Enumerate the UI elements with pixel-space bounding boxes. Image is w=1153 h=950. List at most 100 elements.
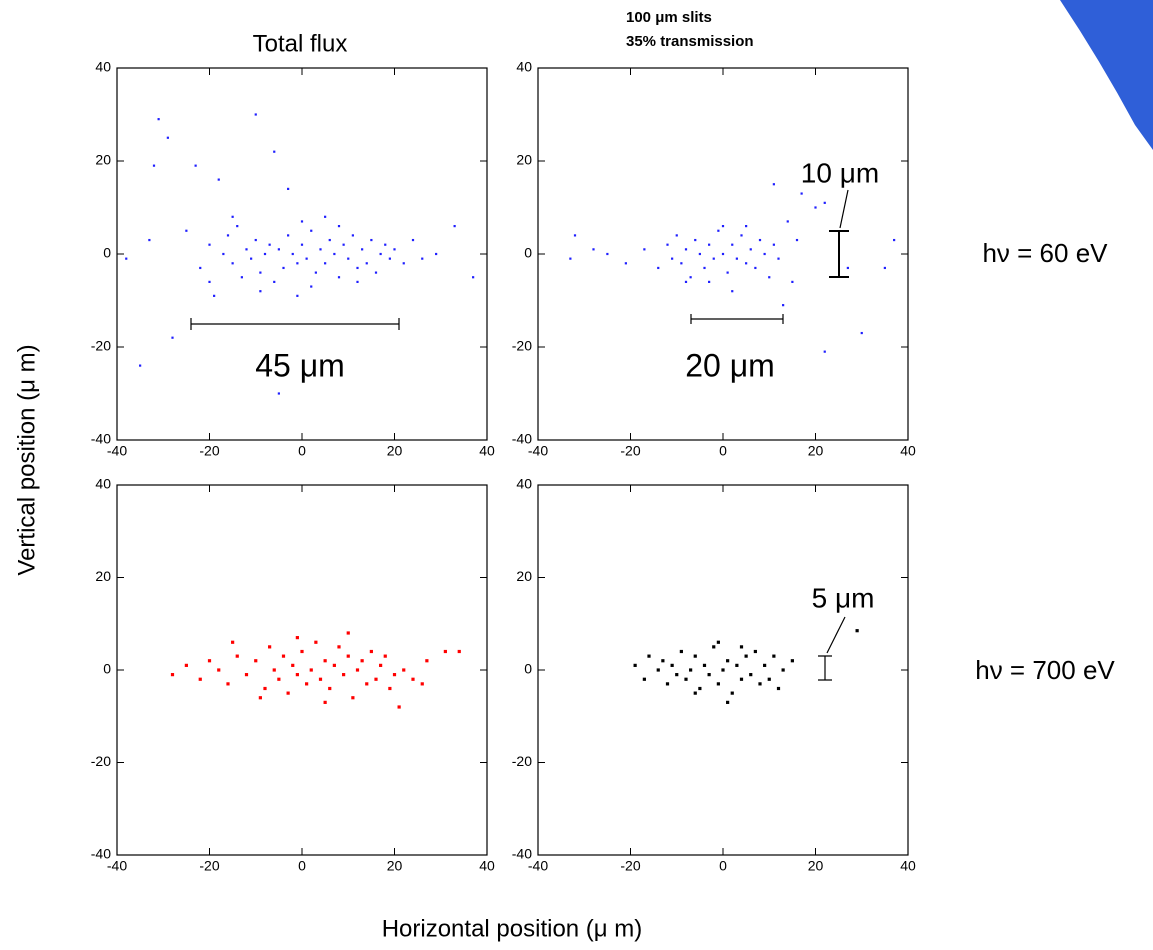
y-tick-label: -40 [91, 846, 111, 862]
point [753, 649, 757, 654]
point [671, 257, 674, 260]
point [745, 225, 748, 228]
point [300, 220, 304, 223]
point [675, 234, 678, 237]
y-tick-label: 40 [516, 476, 532, 492]
point [226, 234, 230, 237]
scale-bar [818, 655, 832, 681]
point [310, 285, 313, 288]
point [624, 262, 627, 265]
point [361, 248, 364, 251]
point [291, 663, 295, 667]
point [781, 668, 785, 672]
point [666, 243, 669, 246]
arrow [826, 616, 846, 654]
scale-bar [190, 318, 400, 330]
point [337, 225, 341, 228]
point [207, 659, 212, 663]
y-tick-label: 40 [95, 59, 111, 75]
point [309, 668, 313, 672]
plot-frame [116, 67, 488, 441]
point [347, 257, 350, 260]
x-tick-label: -20 [620, 443, 640, 459]
point [337, 645, 341, 649]
y-tick-label: 20 [95, 568, 111, 584]
x-tick-label: 0 [719, 443, 727, 459]
point [166, 136, 169, 139]
y-tick-label: 0 [103, 661, 111, 677]
point [318, 677, 323, 681]
y-tick-label: 20 [516, 568, 532, 584]
point [300, 649, 304, 654]
point [698, 252, 701, 256]
point [758, 682, 762, 686]
plot-frame [116, 484, 488, 856]
y-tick-label: -20 [512, 753, 532, 769]
point [702, 663, 707, 667]
point [379, 252, 382, 256]
point [346, 654, 350, 658]
point [642, 677, 646, 681]
point [199, 266, 202, 270]
point [148, 238, 151, 242]
point [402, 262, 405, 265]
panel-title: 100 μm slits [626, 9, 712, 26]
point [707, 673, 711, 677]
point [226, 682, 230, 686]
x-tick-label: 0 [719, 858, 727, 874]
point [250, 257, 253, 260]
scale-bar [829, 230, 849, 278]
point [763, 663, 767, 667]
point [694, 238, 697, 242]
point [314, 640, 318, 644]
point [305, 257, 308, 260]
point [708, 280, 711, 283]
point [684, 280, 688, 283]
point [855, 629, 859, 633]
point [717, 229, 720, 232]
point [263, 252, 267, 256]
point [814, 206, 817, 209]
point [680, 262, 683, 265]
point [647, 654, 651, 658]
point [231, 215, 234, 218]
point [712, 257, 715, 260]
scale-bars [190, 189, 849, 681]
y-tick-label: 40 [95, 476, 111, 492]
point [351, 234, 354, 237]
x-tick-label: 40 [900, 858, 916, 874]
point [356, 280, 359, 283]
point [698, 686, 702, 691]
y-tick-label: -20 [91, 338, 111, 354]
y-tick-label: -40 [512, 431, 532, 447]
x-tick-label: 20 [387, 858, 403, 874]
point [606, 252, 609, 256]
point [245, 248, 248, 251]
row-label: hν = 60 eV [982, 238, 1108, 268]
point [379, 663, 383, 667]
y-tick-label: 0 [524, 245, 532, 261]
point [277, 677, 281, 681]
row-label: hν = 700 eV [975, 655, 1115, 685]
point [716, 640, 720, 644]
point [370, 238, 373, 242]
point [684, 248, 688, 251]
point [693, 654, 697, 658]
point [633, 663, 637, 667]
point [786, 220, 789, 223]
point [684, 677, 688, 681]
y-tick-label: 20 [516, 152, 532, 168]
point [573, 234, 577, 237]
point [569, 257, 572, 260]
point [365, 262, 368, 265]
point [254, 113, 257, 116]
point [217, 668, 221, 672]
point [716, 682, 720, 686]
point [244, 673, 249, 677]
point [296, 262, 299, 265]
point [883, 266, 886, 270]
point [731, 243, 734, 246]
point [791, 280, 794, 283]
x-tick-label: 20 [808, 858, 824, 874]
